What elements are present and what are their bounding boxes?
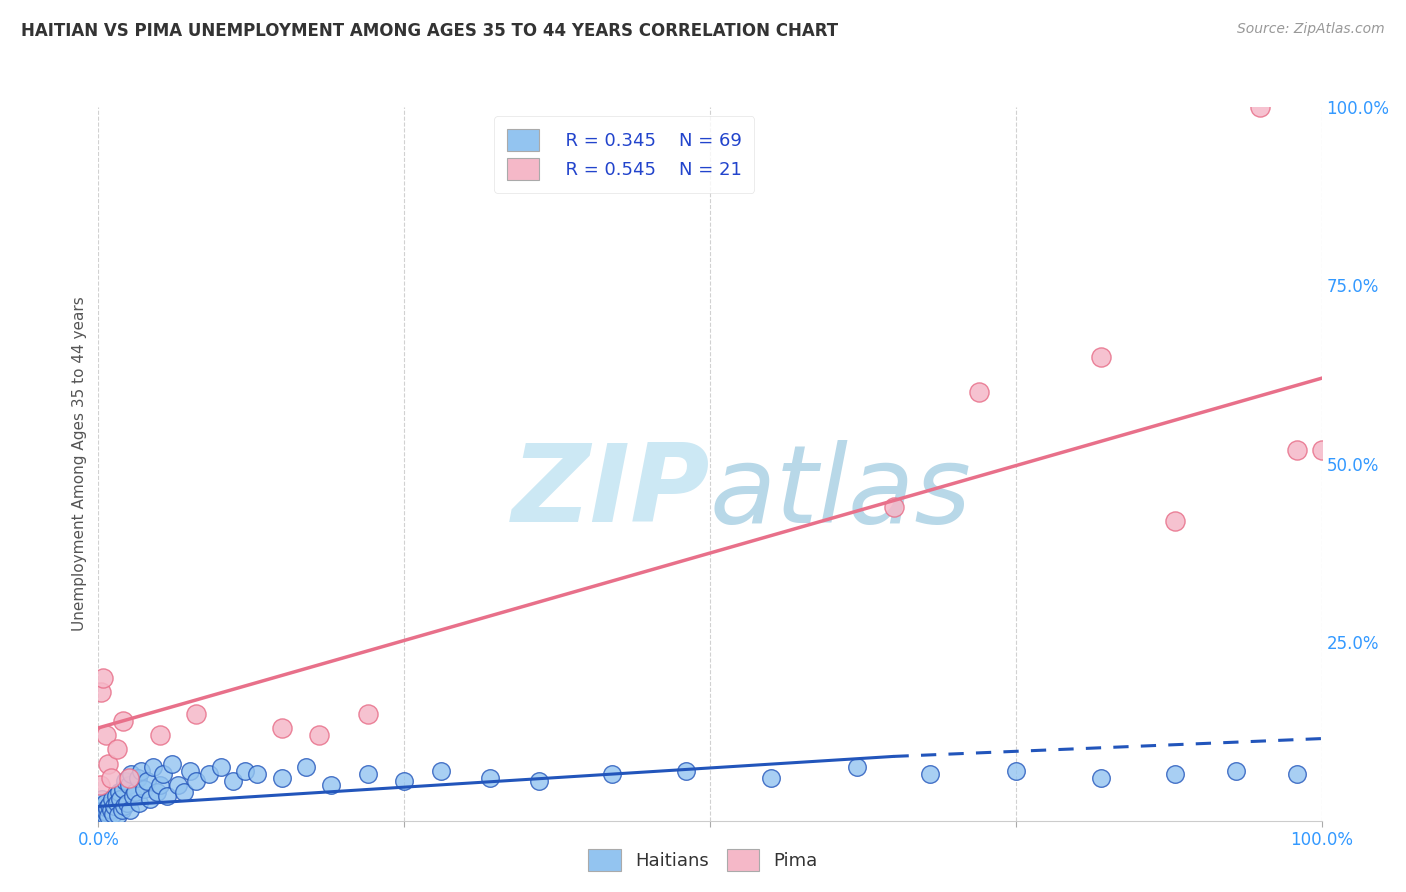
Point — [114, 774, 136, 789]
Point — [94, 728, 117, 742]
Point — [101, 806, 124, 821]
Point — [1225, 764, 1247, 778]
Point — [111, 781, 134, 796]
Point — [97, 809, 120, 823]
Point — [132, 781, 155, 796]
Point — [91, 792, 114, 806]
Point — [675, 764, 697, 778]
Point — [761, 771, 783, 785]
Point — [295, 760, 318, 774]
Point — [209, 760, 232, 774]
Point — [100, 803, 122, 817]
Point — [1164, 767, 1187, 781]
Point — [136, 774, 159, 789]
Point — [121, 789, 143, 803]
Point — [111, 803, 134, 817]
Point — [139, 792, 162, 806]
Point — [1249, 100, 1271, 114]
Point — [91, 810, 114, 824]
Point — [89, 778, 111, 792]
Point — [120, 767, 142, 781]
Text: Source: ZipAtlas.com: Source: ZipAtlas.com — [1237, 22, 1385, 37]
Point — [1004, 764, 1026, 778]
Point — [1286, 442, 1309, 457]
Point — [149, 778, 172, 792]
Point — [111, 714, 134, 728]
Point — [392, 774, 416, 789]
Point — [356, 767, 378, 781]
Point — [152, 767, 174, 781]
Point — [91, 803, 114, 817]
Point — [270, 721, 294, 735]
Point — [94, 805, 117, 819]
Point — [110, 792, 132, 806]
Point — [167, 778, 190, 792]
Point — [105, 796, 128, 810]
Point — [246, 767, 269, 781]
Point — [478, 771, 501, 785]
Point — [103, 799, 125, 814]
Point — [129, 764, 152, 778]
Point — [100, 771, 122, 785]
Point — [118, 771, 141, 785]
Point — [967, 385, 990, 400]
Point — [90, 799, 112, 814]
Point — [146, 785, 169, 799]
Point — [270, 771, 294, 785]
Point — [1090, 350, 1112, 364]
Point — [127, 771, 149, 785]
Legend: Haitians, Pima: Haitians, Pima — [581, 842, 825, 879]
Point — [430, 764, 453, 778]
Point — [222, 774, 245, 789]
Point — [173, 785, 195, 799]
Point — [920, 767, 942, 781]
Point — [142, 760, 165, 774]
Point — [124, 785, 146, 799]
Point — [308, 728, 330, 742]
Point — [101, 792, 124, 806]
Point — [93, 796, 115, 810]
Point — [1164, 514, 1187, 528]
Legend:   R = 0.345    N = 69,   R = 0.545    N = 21: R = 0.345 N = 69, R = 0.545 N = 21 — [495, 116, 755, 193]
Point — [128, 796, 150, 810]
Point — [179, 764, 201, 778]
Point — [186, 706, 208, 721]
Point — [845, 760, 868, 774]
Text: HAITIAN VS PIMA UNEMPLOYMENT AMONG AGES 35 TO 44 YEARS CORRELATION CHART: HAITIAN VS PIMA UNEMPLOYMENT AMONG AGES … — [21, 22, 838, 40]
Point — [115, 796, 138, 810]
Point — [356, 706, 378, 721]
Point — [96, 801, 118, 815]
Point — [1310, 442, 1333, 457]
Text: atlas: atlas — [710, 440, 972, 545]
Y-axis label: Unemployment Among Ages 35 to 44 years: Unemployment Among Ages 35 to 44 years — [72, 296, 87, 632]
Point — [93, 808, 115, 822]
Point — [319, 778, 342, 792]
Point — [1286, 767, 1309, 781]
Point — [90, 685, 112, 699]
Point — [197, 767, 219, 781]
Point — [108, 785, 131, 799]
Point — [91, 671, 114, 685]
Point — [107, 808, 129, 822]
Point — [89, 806, 111, 821]
Text: ZIP: ZIP — [512, 440, 710, 545]
Point — [98, 797, 121, 812]
Point — [186, 774, 208, 789]
Point — [105, 742, 128, 756]
Point — [233, 764, 256, 778]
Point — [149, 728, 172, 742]
Point — [156, 789, 179, 803]
Point — [1090, 771, 1112, 785]
Point — [120, 803, 142, 817]
Point — [883, 500, 905, 514]
Point — [112, 799, 135, 814]
Point — [600, 767, 623, 781]
Point — [160, 756, 183, 771]
Point — [118, 778, 141, 792]
Point — [527, 774, 550, 789]
Point — [97, 756, 120, 771]
Point — [104, 789, 127, 803]
